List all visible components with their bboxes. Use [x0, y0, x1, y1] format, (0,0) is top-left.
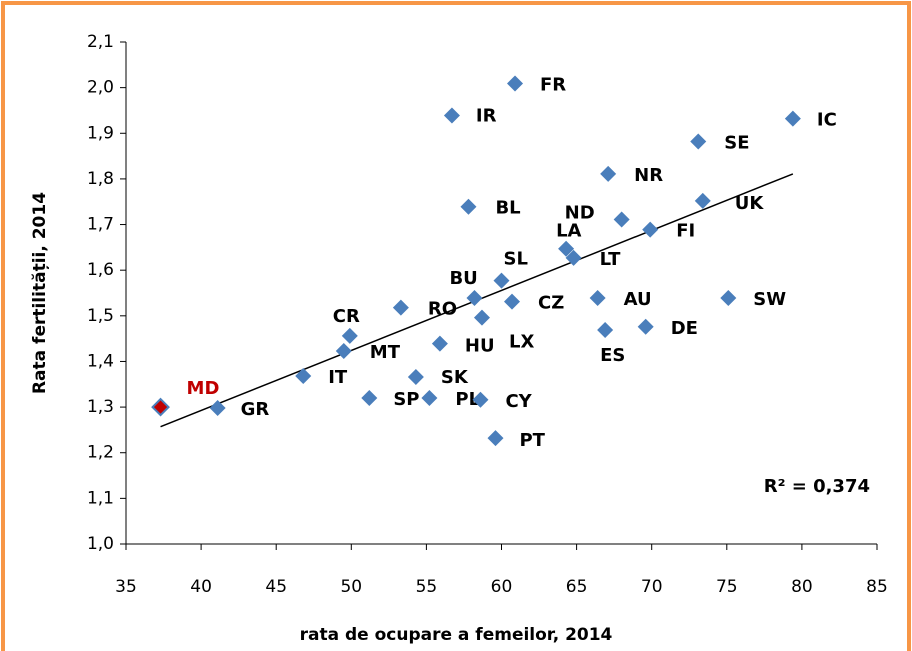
point-label: SK — [441, 367, 469, 388]
x-tick-label: 45 — [265, 577, 287, 597]
y-tick-label: 1,6 — [87, 260, 114, 280]
x-tick-label: 85 — [866, 577, 888, 597]
point-label: IC — [817, 110, 837, 131]
x-tick-label: 50 — [340, 577, 362, 597]
point-label: ES — [600, 345, 625, 366]
point-label: DE — [671, 318, 698, 339]
x-tick-label: 35 — [115, 577, 137, 597]
y-axis-label: Rata fertilității, 2014 — [30, 192, 50, 394]
y-tick-label: 1,9 — [87, 123, 114, 143]
point-label: LT — [600, 249, 621, 270]
y-tick-label: 1,8 — [87, 169, 114, 189]
point — [472, 391, 489, 408]
point — [613, 211, 630, 228]
point — [392, 299, 409, 316]
point-label: RO — [428, 299, 457, 320]
y-tick-label: 1,3 — [87, 397, 114, 417]
point-label: UK — [735, 193, 765, 214]
point — [694, 192, 711, 209]
point — [493, 272, 510, 289]
point-label: LA — [556, 221, 581, 242]
point — [421, 389, 438, 406]
point-label: CR — [333, 306, 360, 327]
point-label: IT — [328, 367, 348, 388]
point — [690, 133, 707, 150]
y-tick-label: 1,0 — [87, 534, 114, 554]
point-label: BU — [449, 268, 477, 289]
x-tick-label: 55 — [416, 577, 438, 597]
point-label: FR — [540, 75, 566, 96]
point-label: FI — [676, 221, 695, 242]
point — [460, 198, 477, 215]
point — [361, 389, 378, 406]
point-label: MT — [370, 342, 401, 363]
y-tick-label: 2,1 — [87, 32, 114, 52]
point — [637, 318, 654, 335]
point — [151, 397, 170, 417]
point — [473, 309, 490, 326]
point — [209, 400, 226, 417]
point-label: MD — [187, 378, 220, 399]
x-tick-label: 80 — [791, 577, 813, 597]
point — [341, 327, 358, 344]
y-tick-label: 2,0 — [87, 78, 114, 98]
x-tick-label: 75 — [716, 577, 738, 597]
point-label: AU — [624, 289, 652, 310]
x-tick-label: 40 — [190, 577, 212, 597]
point — [504, 293, 521, 310]
point-label: SP — [393, 389, 419, 410]
point — [720, 290, 737, 307]
y-tick-label: 1,5 — [87, 306, 114, 326]
point — [589, 290, 606, 307]
point — [487, 430, 504, 447]
point — [597, 321, 614, 338]
point-label: BL — [495, 198, 520, 219]
y-tick-label: 1,7 — [87, 215, 114, 235]
point-label: CY — [505, 391, 532, 412]
x-axis-label: rata de ocupare a femeilor, 2014 — [300, 625, 613, 645]
point-label: ND — [565, 203, 595, 224]
point — [335, 342, 352, 359]
y-tick-label: 1,2 — [87, 443, 114, 463]
y-tick-label: 1,4 — [87, 351, 114, 371]
point — [558, 240, 575, 257]
point — [407, 368, 424, 385]
point — [784, 110, 801, 127]
point-label: PT — [519, 430, 545, 451]
point-label: GR — [241, 399, 270, 420]
x-tick-label: 60 — [491, 577, 513, 597]
point-label: CZ — [538, 293, 564, 314]
point-label: SW — [753, 289, 786, 310]
point — [295, 368, 312, 385]
point-label: PL — [455, 389, 480, 410]
x-tick-label: 70 — [641, 577, 663, 597]
point — [507, 75, 524, 92]
point-label: NR — [634, 165, 663, 186]
point-label: IR — [476, 105, 497, 126]
y-tick-label: 1,1 — [87, 488, 114, 508]
point — [565, 249, 582, 266]
point-label: LX — [509, 332, 534, 353]
point — [600, 165, 617, 182]
point — [431, 335, 448, 352]
point — [642, 221, 659, 238]
x-tick-label: 65 — [566, 577, 588, 597]
point — [443, 107, 460, 124]
point-label: SL — [504, 249, 528, 270]
point-label: SE — [724, 132, 749, 153]
point-label: HU — [465, 336, 495, 357]
annotation: R² = 0,374 — [764, 476, 870, 497]
point — [466, 290, 483, 307]
